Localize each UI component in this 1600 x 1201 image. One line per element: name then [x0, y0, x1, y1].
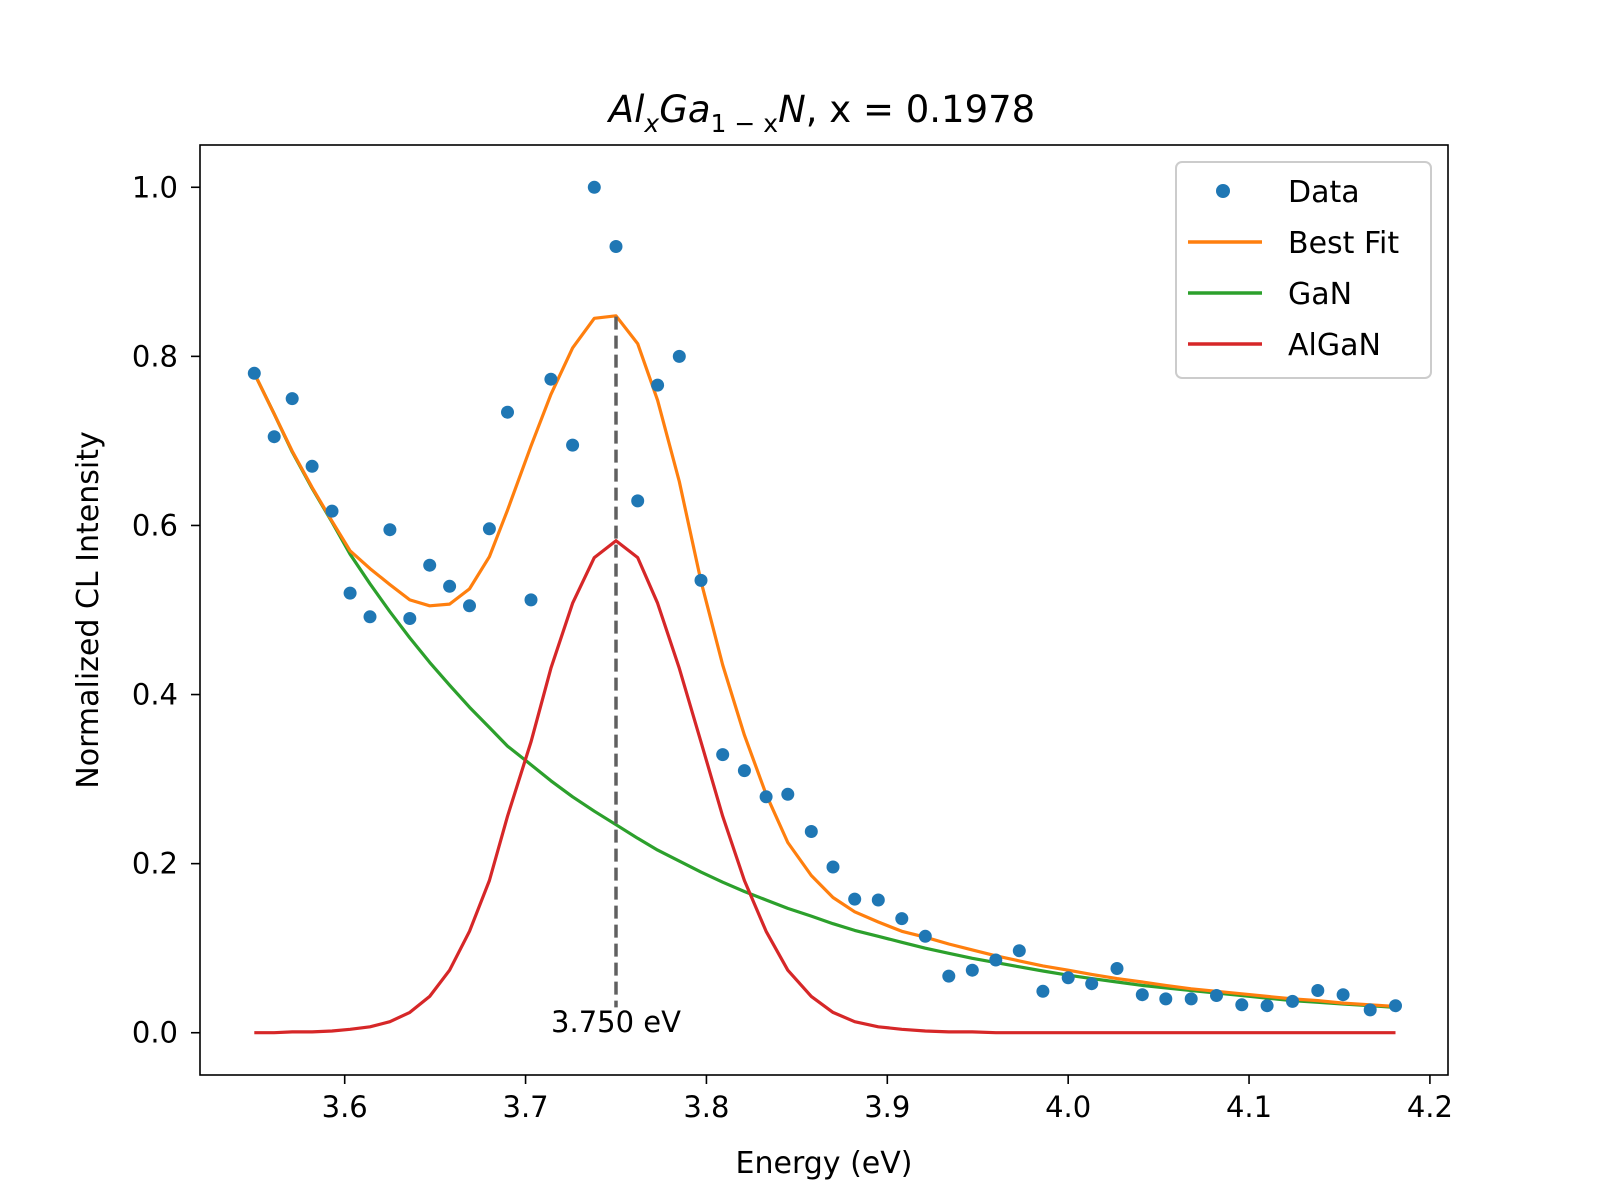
x-tick-label-4: 4.0 [1045, 1090, 1091, 1124]
data-point-17 [587, 180, 601, 194]
title-n: N [778, 88, 806, 131]
data-point-20 [651, 378, 665, 392]
title-rest: , x = 0.1978 [806, 88, 1035, 131]
legend-label-gan: GaN [1288, 277, 1352, 312]
data-point-47 [1286, 994, 1299, 1008]
data-point-18 [609, 240, 623, 253]
data-point-35 [989, 953, 1003, 967]
y-tick-label-5: 1.0 [132, 170, 178, 204]
data-point-45 [1235, 998, 1249, 1012]
data-point-5 [343, 586, 357, 600]
data-point-50 [1363, 1003, 1377, 1017]
data-point-15 [544, 372, 558, 386]
y-tick-label-0: 0.0 [132, 1016, 178, 1050]
chart-title: AlxGa1 − xN, x = 0.1978 [607, 88, 1035, 138]
x-tick-label-1: 3.7 [503, 1090, 549, 1124]
axes-frame [199, 144, 1449, 1076]
data-point-48 [1311, 984, 1325, 997]
data-point-37 [1036, 984, 1050, 998]
data-point-11 [463, 599, 476, 613]
y-axis-label: Normalized CL Intensity [71, 431, 106, 788]
data-point-7 [383, 523, 397, 537]
data-point-25 [759, 790, 773, 804]
title-sub-1mx: 1 − x [711, 109, 779, 138]
data-point-24 [737, 764, 751, 778]
legend-marker-data [1216, 184, 1230, 198]
legend-label-best-fit: Best Fit [1288, 226, 1399, 261]
data-point-31 [895, 912, 909, 926]
y-tick-label-3: 0.6 [132, 508, 178, 542]
data-point-10 [443, 579, 457, 593]
title-al: Al [607, 88, 645, 131]
data-point-26 [781, 787, 795, 801]
data-point-6 [363, 610, 377, 624]
legend-label-algan: AlGaN [1288, 328, 1381, 363]
data-point-16 [566, 438, 580, 452]
data-point-39 [1085, 977, 1099, 991]
x-tick-label-6: 4.2 [1407, 1090, 1453, 1124]
data-point-49 [1336, 988, 1350, 1002]
data-point-2 [285, 392, 299, 406]
data-point-21 [672, 349, 686, 363]
y-tick-label-1: 0.2 [132, 847, 178, 881]
data-point-8 [403, 612, 417, 625]
data-point-3 [305, 459, 319, 473]
series-line-gan [252, 372, 1396, 1009]
x-tick-label-5: 4.1 [1226, 1090, 1272, 1124]
data-point-44 [1210, 989, 1223, 1002]
legend: Data Best Fit GaN AlGaN [1175, 161, 1432, 379]
legend-label-data: Data [1288, 175, 1360, 210]
series-line-best-fit [252, 314, 1396, 1009]
axis-ticks: 3.6 3.7 3.8 3.9 4.0 4.1 4.2 0.0 0.2 0.4 0.6 0.8 1.0 [132, 170, 1453, 1124]
data-point-32 [918, 929, 932, 943]
data-point-42 [1159, 992, 1173, 1006]
x-tick-label-3: 3.9 [864, 1090, 910, 1124]
data-point-33 [942, 969, 956, 983]
legend-box [1175, 161, 1432, 379]
data-point-0 [247, 366, 261, 380]
title-sub-x: x [643, 109, 659, 138]
data-point-27 [804, 825, 818, 838]
data-point-51 [1389, 999, 1402, 1013]
data-point-1 [267, 430, 281, 444]
data-point-46 [1260, 999, 1274, 1013]
data-point-36 [1012, 944, 1026, 958]
data-point-28 [826, 860, 840, 874]
data-point-23 [716, 748, 730, 762]
data-point-43 [1184, 992, 1198, 1006]
data-point-30 [871, 893, 885, 907]
data-point-38 [1061, 971, 1075, 985]
x-axis-label: Energy (eV) [736, 1146, 913, 1181]
data-point-12 [482, 522, 496, 536]
plot-area [247, 180, 1402, 1035]
y-tick-label-4: 0.8 [132, 339, 178, 373]
data-point-41 [1135, 988, 1149, 1002]
data-point-34 [965, 963, 979, 977]
data-point-29 [848, 892, 862, 906]
y-tick-label-2: 0.4 [132, 678, 178, 712]
data-point-13 [501, 405, 514, 419]
series-line-algan [254, 539, 1396, 1035]
title-ga: Ga [659, 88, 710, 131]
data-point-14 [524, 593, 538, 607]
x-tick-label-0: 3.6 [322, 1090, 368, 1124]
peak-annotation: 3.750 eV [551, 1005, 681, 1039]
data-point-4 [325, 504, 339, 518]
x-tick-label-2: 3.8 [683, 1090, 729, 1124]
data-point-9 [423, 558, 437, 572]
data-point-22 [694, 573, 708, 587]
data-point-19 [631, 494, 645, 508]
data-point-40 [1110, 962, 1124, 975]
